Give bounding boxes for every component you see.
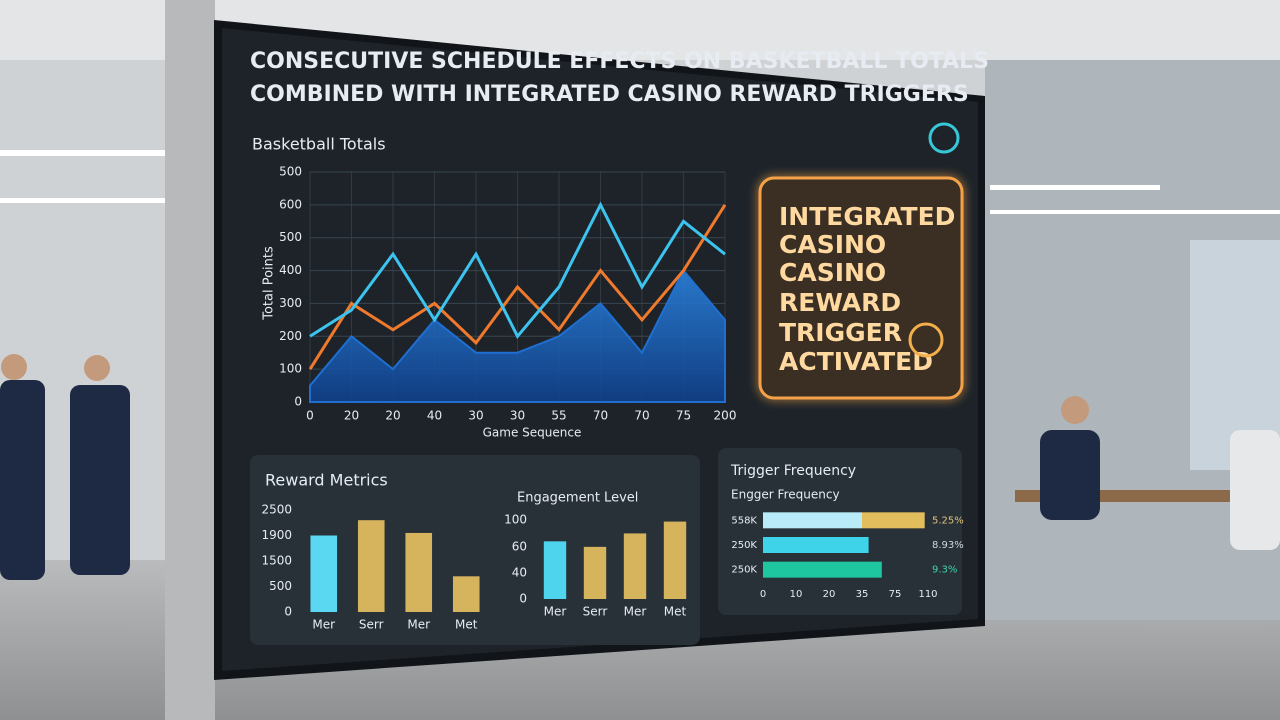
alert-text: INTEGRATED: [779, 202, 955, 231]
x-tick-label: 75: [676, 409, 691, 423]
bar: [405, 532, 433, 612]
x-tick-label: 35: [856, 589, 869, 600]
x-tick-label: 20: [385, 409, 400, 423]
person-head: [84, 355, 110, 381]
light: [990, 185, 1160, 190]
chart-title: Reward Metrics: [265, 471, 388, 490]
y-tick-label: 500: [269, 579, 292, 593]
x-tick-label: 40: [427, 409, 442, 423]
bar: [763, 512, 862, 529]
area: [309, 268, 726, 403]
bar: [763, 561, 882, 578]
bar: [663, 521, 687, 599]
chart-title: Engagement Level: [517, 491, 638, 506]
light: [0, 150, 165, 156]
y-tick-label: 100: [504, 513, 527, 527]
logo-icon: [928, 122, 960, 154]
x-tick-label: 75: [889, 589, 902, 600]
bar: [763, 537, 869, 553]
category-label: 558K: [731, 515, 757, 526]
person: [70, 385, 130, 575]
alert-text: CASINO: [779, 258, 886, 287]
screen-title: CONSECUTIVE SCHEDULE EFFECTS ON BASKETBA…: [250, 49, 989, 74]
light: [0, 198, 165, 203]
x-tick-label: 70: [593, 409, 608, 423]
x-tick-label: 10: [790, 589, 803, 600]
pillar: [165, 0, 215, 720]
y-tick-label: 300: [279, 296, 302, 310]
y-axis-label: Total Points: [262, 246, 277, 321]
y-tick-label: 600: [279, 197, 302, 211]
x-tick-label: 30: [510, 409, 525, 423]
person-head: [1061, 396, 1089, 424]
y-tick-label: 1900: [261, 528, 292, 542]
x-tick-label: 0: [306, 409, 314, 423]
x-tick-label: 70: [634, 409, 649, 423]
bar: [862, 512, 925, 529]
alert-text: REWARD: [779, 288, 901, 317]
x-tick-label: Mer: [624, 605, 647, 619]
bar: [543, 541, 567, 599]
person: [1230, 430, 1280, 550]
y-tick-label: 500: [279, 230, 302, 244]
person-head: [1, 354, 27, 380]
y-tick-label: 200: [279, 329, 302, 343]
x-tick-label: 110: [918, 589, 937, 600]
line: [308, 204, 727, 370]
y-tick-label: 40: [512, 565, 527, 579]
bar: [623, 533, 647, 599]
x-tick-label: Mer: [312, 618, 335, 632]
screen-title: COMBINED WITH INTEGRATED CASINO REWARD T…: [250, 82, 969, 107]
y-tick-label: 1500: [261, 554, 292, 568]
x-tick-label: 30: [468, 409, 483, 423]
x-tick-label: Met: [664, 605, 687, 619]
bar: [452, 576, 480, 612]
x-tick-label: Serr: [359, 618, 384, 632]
chip-icon: [908, 322, 944, 358]
bar: [583, 546, 607, 599]
x-tick-label: 20: [344, 409, 359, 423]
chart-title: Basketball Totals: [252, 135, 386, 154]
x-tick-label: Mer: [407, 618, 430, 632]
x-tick-label: 55: [551, 409, 566, 423]
category-label: 250K: [731, 540, 757, 551]
person: [0, 380, 45, 580]
right-label: 5.25%: [932, 515, 964, 526]
chart-title: Trigger Frequency: [730, 463, 856, 479]
light: [990, 210, 1280, 214]
alert-text: CASINO: [779, 230, 886, 259]
y-tick-label: 2500: [261, 503, 292, 517]
x-tick-label: 0: [760, 589, 766, 600]
y-tick-label: 400: [279, 263, 302, 277]
right-label: 9.3%: [932, 565, 957, 576]
y-tick-label: 500: [279, 165, 302, 179]
x-tick-label: 200: [714, 409, 737, 423]
y-tick-label: 100: [279, 362, 302, 376]
bar: [310, 535, 338, 612]
bar: [357, 520, 385, 612]
category-label: 250K: [731, 565, 757, 576]
alert-text: ACTIVATED: [779, 347, 933, 376]
y-tick-label: 0: [294, 395, 302, 409]
line: [309, 201, 726, 339]
y-tick-label: 0: [284, 605, 292, 619]
x-tick-label: Serr: [583, 605, 608, 619]
x-tick-label: Mer: [544, 605, 567, 619]
right-label: 8.93%: [932, 540, 964, 551]
alert-text: TRIGGER: [779, 318, 902, 347]
chart-subtitle: Engger Frequency: [731, 488, 840, 502]
x-axis-label: Game Sequence: [483, 426, 582, 440]
x-tick-label: Met: [455, 618, 478, 632]
y-tick-label: 0: [519, 592, 527, 606]
y-tick-label: 60: [512, 539, 527, 553]
person: [1040, 430, 1100, 520]
x-tick-label: 20: [823, 589, 836, 600]
